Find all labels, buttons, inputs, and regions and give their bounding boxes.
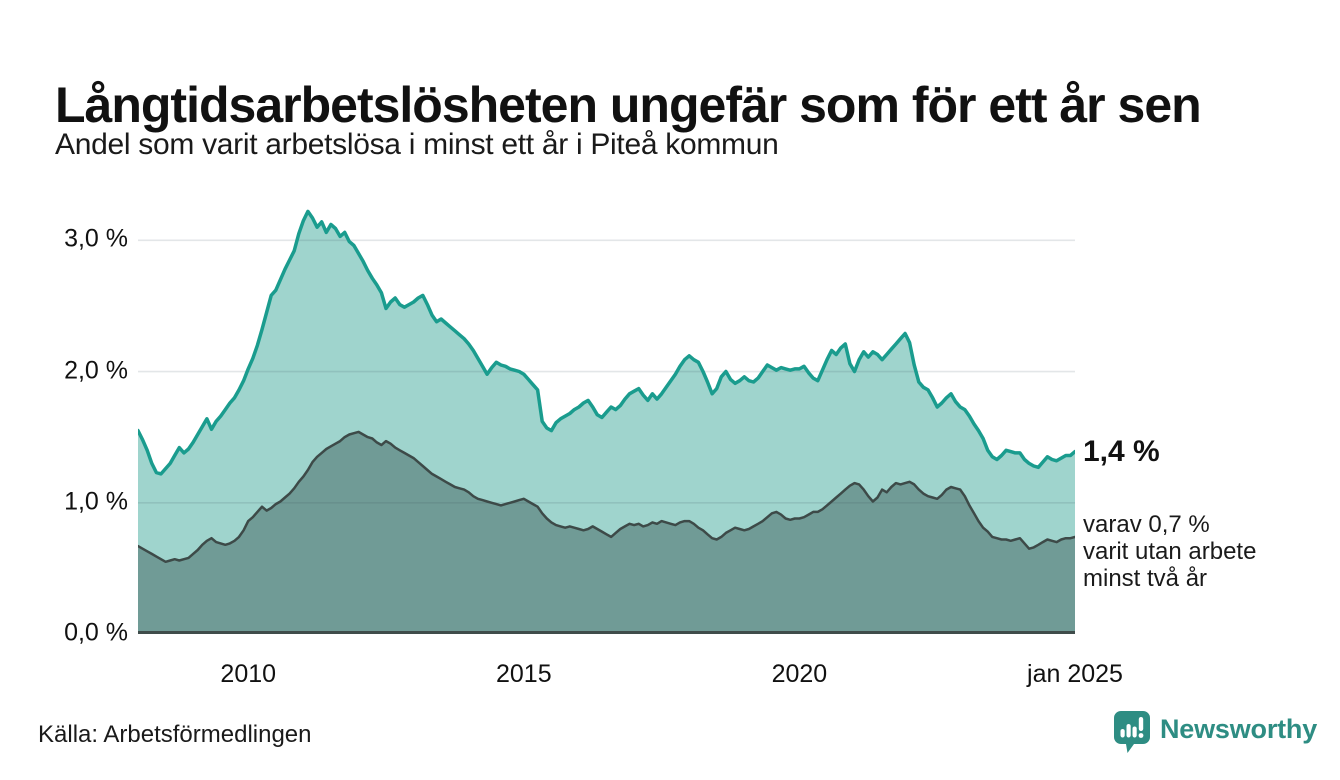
x-tick-label: jan 2025: [1027, 660, 1123, 688]
annotation-line: minst två år: [1083, 565, 1208, 592]
page-title: Långtidsarbetslösheten ungefär som för e…: [55, 76, 1202, 133]
area-chart: [136, 200, 1077, 634]
annotation-line: varav 0,7 %: [1083, 511, 1210, 538]
newsworthy-logo: Newsworthy: [1113, 710, 1317, 754]
chart-subtitle: Andel som varit arbetslösa i minst ett å…: [55, 128, 779, 161]
newsworthy-bubble-icon: [1114, 711, 1150, 753]
two-year-annotation: varav 0,7 % varit utan arbete minst två …: [1083, 511, 1256, 592]
source-note: Källa: Arbetsförmedlingen: [38, 721, 312, 748]
y-tick-label: 0,0 %: [64, 618, 128, 647]
newsworthy-wordmark: Newsworthy: [1160, 714, 1318, 744]
x-tick-label: 2010: [220, 660, 277, 688]
y-tick-label: 2,0 %: [64, 355, 128, 384]
x-tick-label: 2015: [496, 660, 552, 688]
x-tick-label: 2020: [771, 660, 828, 688]
y-tick-label: 1,0 %: [64, 487, 128, 516]
latest-value-label: 1,4 %: [1083, 435, 1160, 468]
annotation-line: varit utan arbete: [1083, 538, 1257, 565]
y-tick-label: 3,0 %: [64, 224, 128, 253]
